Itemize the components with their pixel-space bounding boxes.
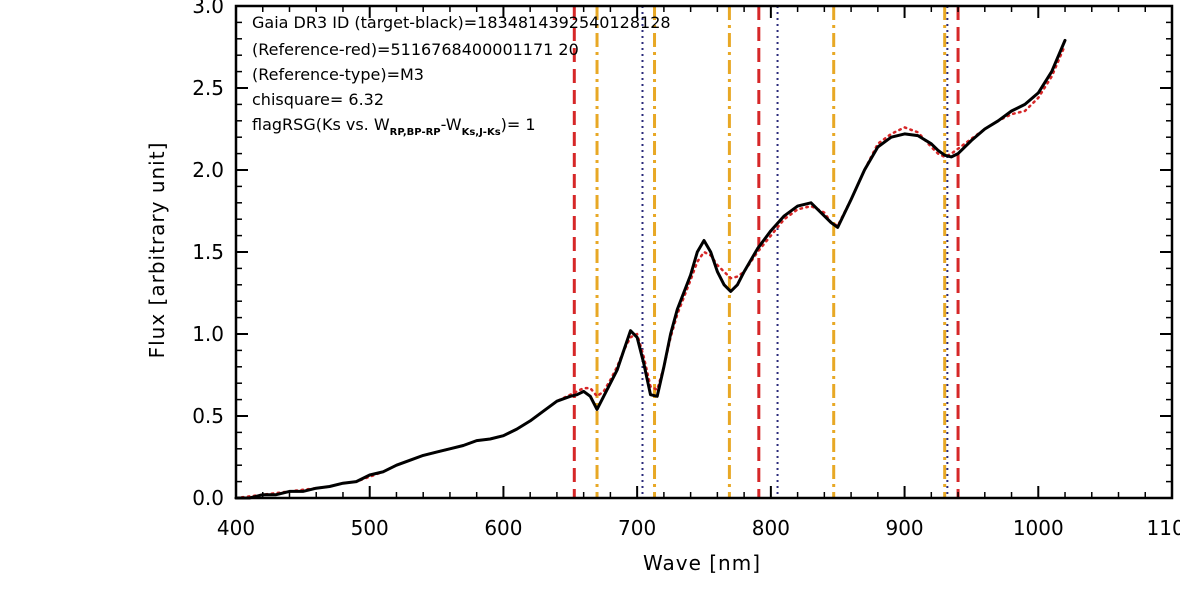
annotation-gaia-id: Gaia DR3 ID (target-black)=1834814392540… [252,13,671,32]
y-tick-label-6: 3.0 [192,0,224,18]
annotation-reference-type: (Reference-type)=M3 [252,65,424,84]
annotation-chisquare: chisquare= 6.32 [252,90,384,109]
y-tick-label-5: 2.5 [192,76,224,100]
x-tick-label-4: 800 [752,516,790,540]
flag-rsg-part-c: )= 1 [501,115,536,134]
flag-rsg-part-b: -W [441,115,462,134]
x-tick-label-3: 700 [618,516,656,540]
flag-rsg-part-a: flagRSG(Ks vs. W [252,115,390,134]
x-tick-label-1: 500 [351,516,389,540]
series-reference-red [234,44,1067,500]
y-tick-label-0: 0.0 [192,486,224,510]
y-axis-title: Flux [arbitrary unit] [145,142,169,359]
series-group [234,38,1067,500]
flag-rsg-subscript-1: RP,BP-RP [390,127,441,138]
series-target-black [234,38,1067,500]
annotation-flag-rsg: flagRSG(Ks vs. WRP,BP-RP-WKs,J-Ks)= 1 [252,115,536,138]
annotation-reference-red: (Reference-red)=5116768400001171 20 [252,40,579,59]
y-tick-label-1: 0.5 [192,404,224,428]
x-tick-label-5: 900 [885,516,923,540]
x-tick-label-6: 1000 [1013,516,1064,540]
y-tick-label-2: 1.0 [192,322,224,346]
annotation-block: Gaia DR3 ID (target-black)=1834814392540… [252,13,671,138]
flag-rsg-subscript-2: Ks,J-Ks [462,127,501,138]
y-tick-label-4: 2.0 [192,158,224,182]
x-axis-title: Wave [nm] [643,551,761,575]
vertical-reference-lines [572,6,960,498]
y-tick-label-3: 1.5 [192,240,224,264]
x-tick-label-0: 400 [217,516,255,540]
x-tick-label-2: 600 [484,516,522,540]
